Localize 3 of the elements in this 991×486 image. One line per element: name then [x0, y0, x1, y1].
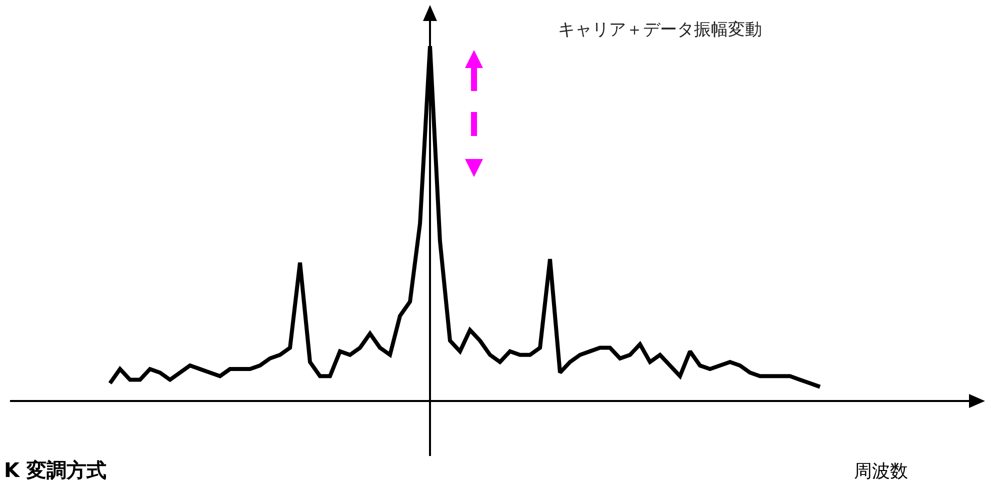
x-axis-title: 周波数 — [854, 461, 908, 482]
text: K 変調方式 — [4, 458, 106, 482]
text: キャリア＋データ振幅変動 — [558, 20, 762, 40]
